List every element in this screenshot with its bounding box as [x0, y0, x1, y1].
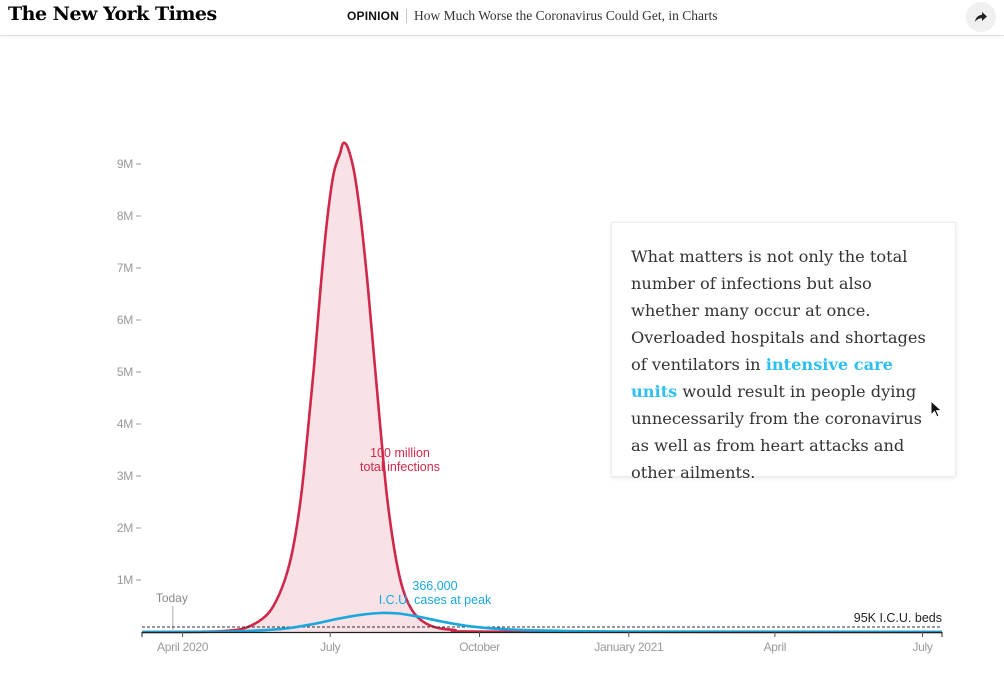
today-label: Today — [156, 591, 188, 605]
icu-beds-label: 95K I.C.U. beds — [854, 611, 942, 625]
infections-line — [141, 141, 943, 634]
share-button[interactable] — [966, 2, 996, 32]
y-tick-label: 2M — [117, 521, 133, 535]
share-arrow-icon — [975, 12, 987, 22]
infections-label-line1: 100 million — [370, 446, 430, 460]
x-tick-label: April — [764, 640, 787, 654]
annotation-card: What matters is not only the total numbe… — [611, 222, 956, 482]
icu-label-line2: I.C.U. cases at peak — [379, 593, 492, 607]
icu-label-line1: 366,000 — [412, 579, 457, 593]
y-tick-label: 7M — [117, 261, 133, 275]
y-tick-label: 4M — [117, 417, 133, 431]
x-tick-label: January 2021 — [594, 640, 664, 654]
x-tick-label: October — [459, 640, 500, 654]
header-divider — [406, 9, 407, 23]
section-label[interactable]: OPINION — [347, 9, 400, 23]
icu-line — [141, 611, 943, 634]
x-tick-label: July — [320, 640, 340, 654]
annotation-text-part2: would result in people dying unnecessari… — [631, 382, 922, 482]
top-bar: The New York Times OPINION How Much Wors… — [0, 0, 1004, 36]
y-tick-label: 1M — [117, 573, 133, 587]
y-tick-label: 8M — [117, 209, 133, 223]
y-tick-label: 9M — [117, 157, 133, 171]
y-tick-label: 5M — [117, 365, 133, 379]
x-tick-label: April 2020 — [157, 640, 209, 654]
y-tick-label: 3M — [117, 469, 133, 483]
infections-label-line2: total infections — [360, 460, 440, 474]
mouse-cursor-icon — [930, 400, 943, 418]
annotation-text: What matters is not only the total numbe… — [631, 243, 937, 486]
infections-area — [142, 142, 942, 633]
x-tick-label: July — [912, 640, 932, 654]
annotation-text-part1: What matters is not only the total numbe… — [631, 247, 926, 374]
article-headline: How Much Worse the Coronavirus Could Get… — [414, 8, 718, 23]
icu-link[interactable]: intensive care units — [631, 355, 893, 401]
y-tick-label: 6M — [117, 313, 133, 327]
nyt-logo[interactable]: The New York Times — [8, 3, 217, 25]
